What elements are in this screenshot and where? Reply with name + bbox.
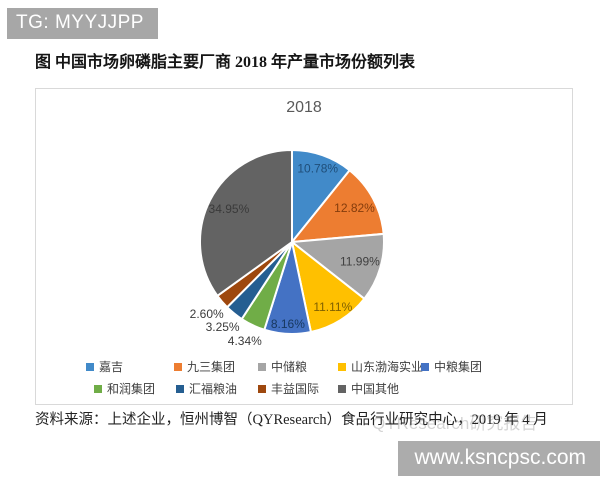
pie-slice-label: 11.99%	[340, 254, 380, 268]
telegram-tag-badge: TG: MYYJJPP	[7, 8, 158, 39]
legend-swatch	[338, 363, 346, 371]
legend-label: 丰益国际	[271, 382, 320, 396]
pie-slice-label: 2.60%	[190, 307, 224, 321]
legend-item: 丰益国际	[258, 383, 319, 395]
legend-swatch	[421, 363, 429, 371]
pie-chart: 10.78% 12.82% 11.99% 11.11% 8.16% 4.34%3.25%2…	[190, 149, 385, 348]
legend-item: 山东渤海实业	[338, 361, 423, 373]
legend-label: 九三集团	[187, 360, 236, 374]
legend-swatch	[174, 363, 182, 371]
pie-slice-label: 8.16%	[271, 317, 305, 331]
legend-label: 中国其他	[351, 382, 400, 396]
legend-swatch	[258, 385, 266, 393]
legend-swatch	[176, 385, 184, 393]
pie-slice-label: 11.11%	[313, 300, 352, 314]
legend-item: 中国其他	[338, 383, 399, 395]
pie-slice-label: 34.95%	[209, 202, 250, 216]
legend-label: 嘉吉	[99, 360, 124, 374]
pie-slice	[291, 241, 366, 334]
legend-item: 中储粮	[258, 361, 307, 373]
pie-slice-label: 10.78%	[297, 161, 338, 175]
chart-frame: 2018 10.78% 12.82% 11.99% 11.11% 8.16% 4.34% 3…	[35, 88, 573, 405]
chart-title: 2018	[286, 99, 322, 116]
legend-label: 中粮集团	[434, 360, 483, 374]
legend-swatch	[86, 363, 94, 371]
legend-swatch	[94, 385, 102, 393]
pie-slice	[291, 232, 385, 300]
pie-slice-label: 12.82%	[334, 201, 375, 215]
background-watermark: QYResearch研究报告	[372, 414, 538, 433]
pie-slice	[199, 149, 293, 297]
legend-item: 九三集团	[174, 361, 235, 373]
pie-slice-label: 3.25%	[206, 320, 240, 334]
pie-slice	[291, 169, 385, 243]
legend-label: 汇福粮油	[189, 382, 238, 396]
legend-item: 嘉吉	[86, 361, 123, 373]
legend-item: 和润集团	[94, 383, 155, 395]
legend-item: 中粮集团	[421, 361, 482, 373]
legend-label: 和润集团	[107, 382, 156, 396]
pie-slice-label: 4.34%	[228, 334, 262, 348]
legend-swatch	[338, 385, 346, 393]
legend-label: 中储粮	[271, 360, 308, 374]
legend-label: 山东渤海实业	[351, 360, 424, 374]
website-watermark-badge: www.ksncpsc.com	[398, 441, 600, 476]
figure-title: 图 中国市场卵磷脂主要厂商 2018 年产量市场份额列表	[35, 54, 416, 71]
legend-item: 汇福粮油	[176, 383, 237, 395]
source-note: 资料来源：上述企业，恒州博智（QYResearch）食品行业研究中心，2019 …	[35, 412, 548, 428]
legend-swatch	[258, 363, 266, 371]
